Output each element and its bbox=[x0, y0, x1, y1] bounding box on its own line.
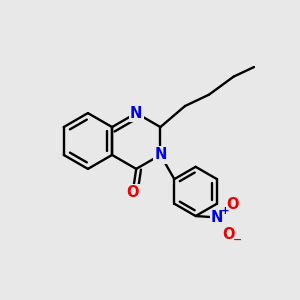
Text: O: O bbox=[222, 227, 235, 242]
Text: N: N bbox=[130, 106, 142, 121]
Text: −: − bbox=[233, 235, 242, 245]
Text: N: N bbox=[154, 148, 167, 163]
Text: O: O bbox=[226, 197, 239, 212]
Text: N: N bbox=[211, 210, 224, 225]
Text: O: O bbox=[126, 185, 139, 200]
Text: +: + bbox=[221, 206, 230, 216]
